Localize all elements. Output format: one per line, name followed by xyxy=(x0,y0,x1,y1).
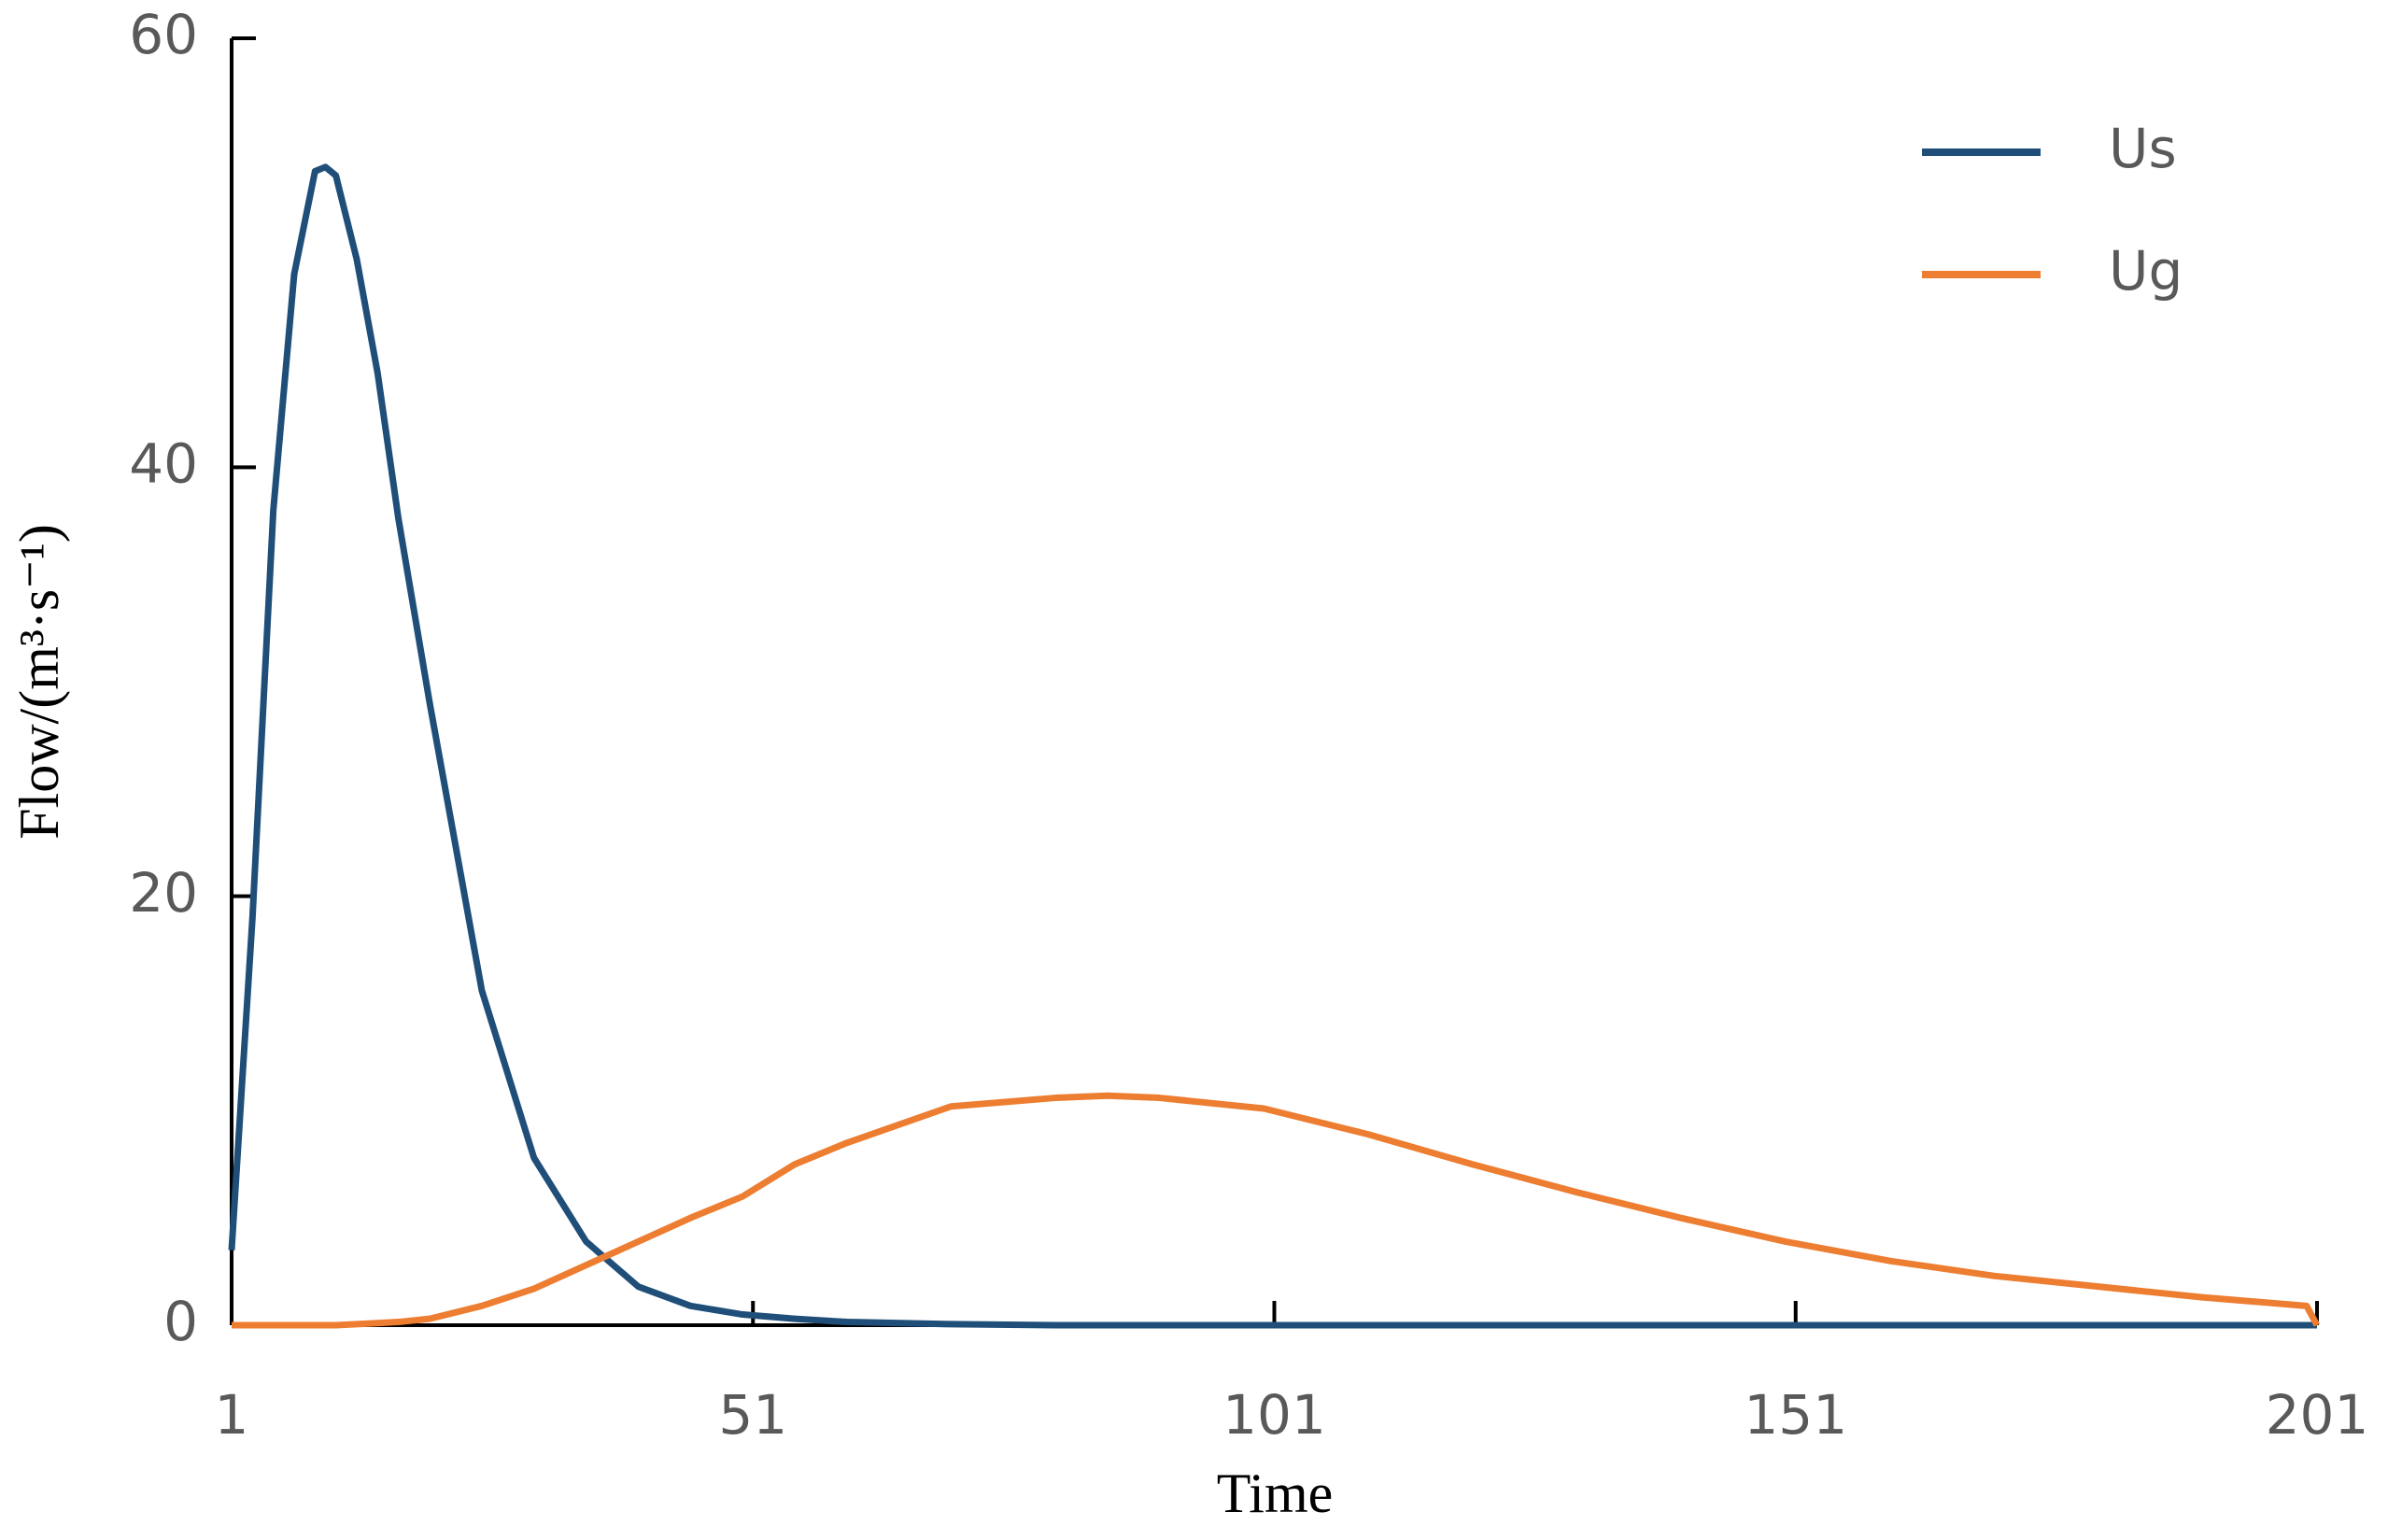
y-tick-label: 20 xyxy=(129,861,198,925)
x-tick-label: 51 xyxy=(718,1383,787,1447)
y-tick-label: 0 xyxy=(163,1290,198,1353)
legend-label: Us xyxy=(2109,117,2177,180)
x-tick-label: 151 xyxy=(1744,1383,1847,1447)
series-line xyxy=(232,1092,2321,1329)
y-axis-label: Flow/(m³·s⁻¹) xyxy=(8,524,70,840)
y-tick-label: 60 xyxy=(129,3,198,66)
legend-label: Ug xyxy=(2109,239,2183,303)
series-line xyxy=(228,163,2317,1329)
y-tick-label: 40 xyxy=(129,431,198,495)
x-axis-label: Time xyxy=(1217,1462,1334,1524)
x-tick-label: 201 xyxy=(2266,1383,2369,1447)
x-tick-label: 1 xyxy=(215,1383,249,1447)
x-tick-label: 101 xyxy=(1222,1383,1326,1447)
